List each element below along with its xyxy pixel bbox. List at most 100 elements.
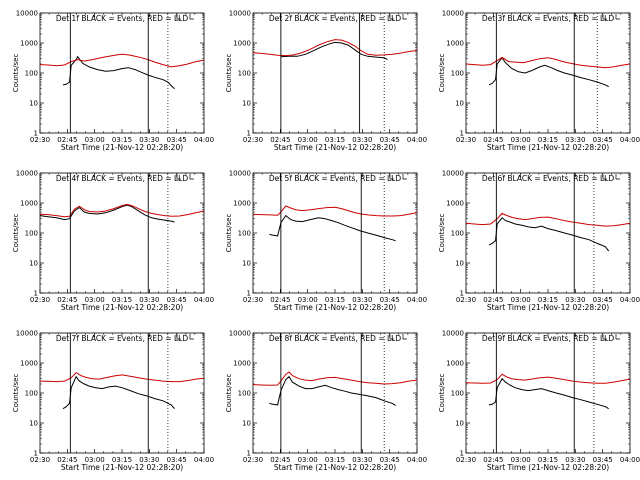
y-axis-label: Counts/sec — [12, 54, 20, 93]
detector-chart-5: Det 5f BLACK = Events, RED = LLD 1 10 100 10… — [225, 170, 427, 313]
chart-title: Det 7f BLACK = Events, RED = LLD — [56, 334, 189, 343]
events-series-line — [62, 55, 175, 90]
x-axis-label: Start Time (21-Nov-12 02:28:20) — [487, 463, 609, 472]
plot-frame — [39, 172, 205, 294]
plot-frame — [465, 12, 631, 134]
x-tick-label: 03:15 — [538, 456, 558, 464]
y-tick-label: 1 — [247, 450, 251, 458]
title-marker-icon — [189, 334, 194, 340]
y-tick-label: 10 — [242, 420, 251, 428]
events-series-line — [488, 56, 609, 88]
y-tick-label: 1 — [34, 130, 38, 138]
y-tick-label: 100 — [25, 390, 38, 398]
plot-frame — [252, 12, 418, 134]
lld-series-line — [466, 56, 630, 69]
x-tick-label: 03:15 — [112, 456, 132, 464]
detector-chart-9: Det 9f BLACK = Events, RED = LLD 1 10 100 10… — [438, 330, 640, 473]
x-tick-label: 03:00 — [511, 456, 531, 464]
x-tick-label: 03:00 — [511, 296, 531, 304]
title-marker-icon — [615, 174, 620, 180]
x-tick-label: 04:00 — [620, 456, 640, 464]
x-tick-label: 02:45 — [483, 136, 503, 144]
plot-frame — [252, 332, 418, 454]
y-tick-label: 10 — [455, 100, 464, 108]
x-tick-label: 03:30 — [352, 136, 372, 144]
x-tick-label: 02:45 — [57, 296, 77, 304]
y-axis-label: Counts/sec — [438, 54, 446, 93]
x-tick-label: 02:45 — [483, 296, 503, 304]
y-tick-label: 100 — [238, 390, 251, 398]
lld-series-line — [40, 203, 204, 218]
title-marker-icon — [402, 174, 407, 180]
x-tick-label: 03:00 — [85, 456, 105, 464]
chart-title: Det 1f BLACK = Events, RED = LLD — [56, 14, 189, 23]
x-tick-label: 03:45 — [380, 296, 400, 304]
y-axis-label: Counts/sec — [12, 374, 20, 413]
x-tick-label: 02:30 — [456, 296, 476, 304]
chart-title: Det 6f BLACK = Events, RED = LLD — [482, 174, 615, 183]
plot-frame — [465, 172, 631, 294]
events-series-line — [62, 375, 175, 410]
x-tick-label: 03:30 — [139, 456, 159, 464]
y-tick-label: 100 — [238, 230, 251, 238]
lld-series-line — [253, 205, 417, 217]
x-axis-label: Start Time (21-Nov-12 02:28:20) — [61, 303, 183, 312]
y-tick-label: 10000 — [229, 330, 251, 338]
y-tick-label: 10000 — [16, 10, 38, 18]
x-tick-label: 02:30 — [30, 296, 50, 304]
plot-frame — [39, 332, 205, 454]
y-tick-label: 1000 — [446, 360, 464, 368]
x-tick-label: 03:45 — [593, 456, 613, 464]
y-axis-label: Counts/sec — [438, 214, 446, 253]
y-tick-label: 1 — [34, 450, 38, 458]
x-tick-label: 03:00 — [298, 136, 318, 144]
x-tick-label: 03:15 — [538, 136, 558, 144]
detector-chart-1: Det 1f BLACK = Events, RED = LLD 1 10 100 10… — [12, 10, 214, 153]
y-tick-label: 1 — [247, 130, 251, 138]
detector-chart-2: Det 2f BLACK = Events, RED = LLD 1 10 100 10… — [225, 10, 427, 153]
x-axis-label: Start Time (21-Nov-12 02:28:20) — [487, 143, 609, 152]
events-series-line — [488, 217, 610, 252]
y-tick-label: 10000 — [16, 330, 38, 338]
x-tick-label: 03:15 — [538, 296, 558, 304]
chart-title: Det 5f BLACK = Events, RED = LLD — [269, 174, 402, 183]
events-series-line — [40, 204, 175, 223]
x-tick-label: 03:45 — [380, 136, 400, 144]
x-tick-label: 04:00 — [407, 136, 427, 144]
x-tick-label: 03:15 — [112, 136, 132, 144]
y-tick-label: 1000 — [20, 40, 38, 48]
y-tick-label: 10000 — [442, 330, 464, 338]
x-tick-label: 03:30 — [565, 136, 585, 144]
x-tick-label: 02:45 — [270, 136, 290, 144]
x-tick-label: 03:30 — [352, 456, 372, 464]
x-tick-label: 02:30 — [30, 136, 50, 144]
title-marker-icon — [615, 14, 620, 20]
x-tick-label: 03:15 — [325, 136, 345, 144]
lld-series-line — [466, 212, 630, 227]
y-axis-label: Counts/sec — [225, 374, 233, 413]
x-tick-label: 02:30 — [456, 456, 476, 464]
detector-chart-6: Det 6f BLACK = Events, RED = LLD 1 10 100 10… — [438, 170, 640, 313]
lld-series-line — [253, 39, 417, 57]
x-axis-label: Start Time (21-Nov-12 02:28:20) — [274, 463, 396, 472]
y-tick-label: 1000 — [446, 40, 464, 48]
title-marker-icon — [189, 14, 194, 20]
x-tick-label: 02:45 — [270, 456, 290, 464]
x-tick-label: 02:30 — [456, 136, 476, 144]
x-tick-label: 03:00 — [85, 296, 105, 304]
plot-frame — [252, 172, 418, 294]
x-tick-label: 02:30 — [30, 456, 50, 464]
y-tick-label: 10 — [455, 260, 464, 268]
lld-series-line — [40, 53, 204, 68]
y-tick-label: 1000 — [446, 200, 464, 208]
x-tick-label: 04:00 — [407, 456, 427, 464]
chart-title: Det 3f BLACK = Events, RED = LLD — [482, 14, 615, 23]
x-tick-label: 04:00 — [194, 456, 214, 464]
x-tick-label: 02:45 — [57, 456, 77, 464]
y-tick-label: 100 — [25, 230, 38, 238]
y-tick-label: 100 — [451, 230, 464, 238]
y-axis-label: Counts/sec — [12, 214, 20, 253]
x-axis-label: Start Time (21-Nov-12 02:28:20) — [274, 303, 396, 312]
x-tick-label: 04:00 — [194, 296, 214, 304]
